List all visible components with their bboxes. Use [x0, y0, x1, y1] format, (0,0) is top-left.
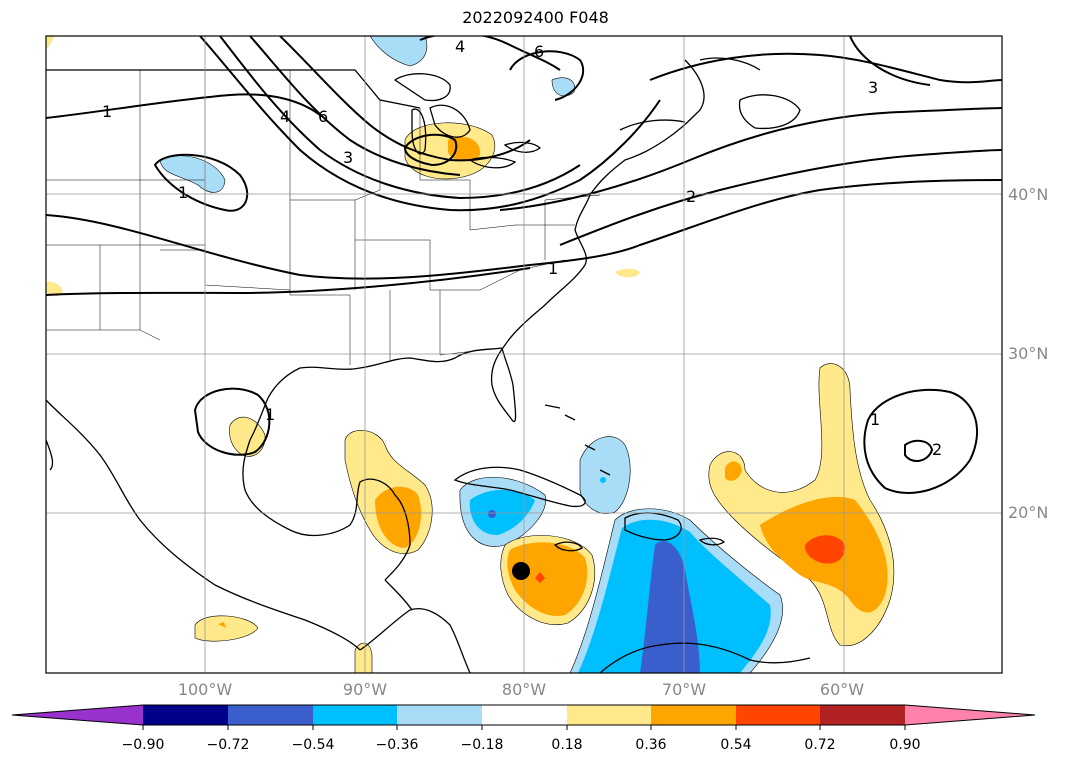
shade-ecarib-darkblue: [640, 541, 700, 673]
contour-atl-ring: [863, 388, 979, 494]
contour-label: 6: [318, 107, 328, 126]
contour-2: [559, 149, 1002, 246]
contour-3: [499, 107, 1002, 211]
shade-pacific-orange: [218, 622, 226, 628]
colorbar-segment: [567, 705, 651, 725]
map-title: 2022092400 F048: [462, 8, 609, 27]
colorbar-segment: [482, 705, 567, 725]
graticule: [46, 36, 1002, 673]
contour-gulf-ring: [193, 387, 271, 456]
contour-label: 3: [343, 148, 353, 167]
contour-label: 2: [932, 440, 942, 459]
shade-west-yellow: [46, 281, 63, 297]
shade-nw-corner-yellow: [46, 36, 54, 50]
colorbar-segment: [313, 705, 397, 725]
lat-label: 20°N: [1008, 503, 1049, 522]
contour-lines: [46, 36, 1002, 494]
lon-label: 90°W: [342, 680, 388, 699]
contour-ne: [649, 52, 1002, 84]
colorbar-segment: [397, 705, 482, 725]
colorbar-tick-label: 0.72: [804, 737, 836, 753]
contour-atl-inner: [904, 439, 934, 462]
colorbar: [11, 704, 1036, 730]
coastlines: [46, 57, 811, 673]
shade-guatemala-yellow: [354, 642, 373, 673]
lon-label: 100°W: [177, 680, 233, 699]
colorbar-extend-high: [905, 705, 1035, 725]
shade-bahamas-blue: [579, 436, 631, 514]
colorbar-tick-label: 0.36: [635, 737, 667, 753]
colorbar-segment: [143, 705, 228, 725]
contour-plains-1: [153, 153, 249, 212]
colorbar-tick-label: −0.36: [375, 737, 419, 753]
colorbar-segment: [651, 705, 736, 725]
contour-4a: [199, 36, 661, 212]
shade-north-blue: [369, 36, 428, 67]
lon-label: 60°W: [819, 680, 865, 699]
contour-label: 4: [455, 37, 465, 56]
colorbar-extend-low: [12, 705, 143, 725]
contour-label: 1: [178, 183, 188, 202]
contour-label: 1: [102, 102, 112, 121]
lat-label: 30°N: [1008, 344, 1049, 363]
shade-jamaica-max: [535, 572, 545, 583]
shade-bahamas-dot: [600, 477, 606, 483]
contour-label: 6: [534, 42, 544, 61]
lon-label: 80°W: [501, 680, 547, 699]
storm-center-marker: [512, 562, 530, 580]
contour-label: 2: [686, 187, 696, 206]
colorbar-segment: [820, 705, 905, 725]
contour-label: 1: [870, 410, 880, 429]
shade-quebec-blue: [551, 77, 576, 97]
colorbar-segment: [228, 705, 313, 725]
contour-1c: [46, 267, 531, 296]
shade-gulfstream-yellow: [615, 268, 640, 278]
contour-label: 1: [265, 405, 275, 424]
lon-label: 70°W: [661, 680, 707, 699]
colorbar-tick-label: −0.18: [460, 737, 504, 753]
colorbar-segment: [736, 705, 820, 725]
colorbar-tick-label: −0.90: [121, 737, 165, 753]
contour-6b: [419, 36, 561, 71]
shade-plains-blue: [159, 155, 226, 193]
colorbar-tick-label: −0.72: [206, 737, 250, 753]
shade-wcarib-blue2: [469, 489, 535, 536]
contour-6a: [279, 36, 531, 162]
colorbar-tick-label: −0.54: [291, 737, 335, 753]
contour-ne2: [849, 36, 931, 86]
colorbar-tick-label: 0.18: [551, 737, 583, 753]
colorbar-tick-label: 0.54: [720, 737, 752, 753]
map-frame: [45, 35, 1003, 674]
shade-pacific-yellow: [194, 615, 259, 642]
contour-label: 3: [868, 78, 878, 97]
contour-ring-n: [509, 50, 585, 101]
shade-jamaica-orange: [507, 542, 588, 616]
contour-greatlakes-ring: [403, 133, 458, 167]
contour-label: 1: [548, 259, 558, 278]
contour-1a: [46, 93, 321, 119]
colorbar-tick-label: 0.90: [889, 737, 921, 753]
contour-1b: [46, 179, 1002, 280]
contour-label: 4: [280, 107, 290, 126]
shade-atlantic-red: [804, 535, 846, 564]
shade-wcarib-min: [488, 510, 496, 518]
anomaly-shading: [46, 36, 895, 673]
lat-label: 40°N: [1008, 185, 1049, 204]
shade-atlantic-orange2: [725, 461, 742, 481]
contour-5: [249, 36, 461, 176]
